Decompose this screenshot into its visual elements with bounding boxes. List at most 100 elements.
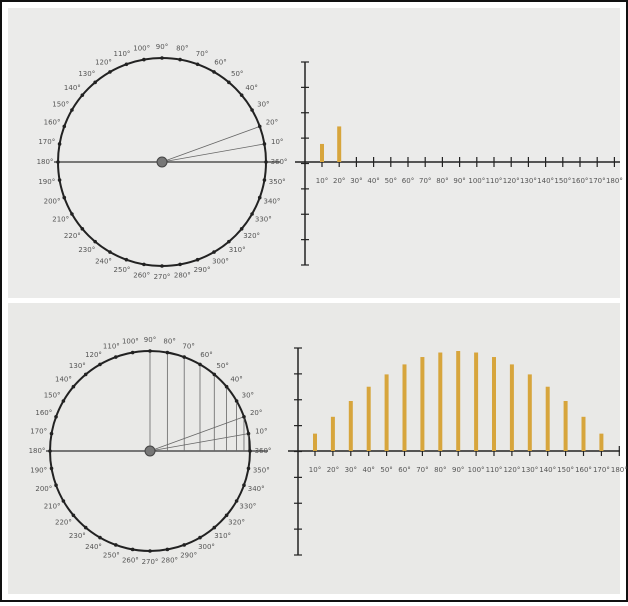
degree-dot bbox=[225, 385, 229, 389]
degree-dot bbox=[62, 499, 66, 503]
circle-label: 30° bbox=[242, 392, 254, 400]
circle-label: 270° bbox=[142, 558, 159, 566]
spaghetti-stick bbox=[564, 401, 568, 451]
circle-label: 290° bbox=[194, 266, 211, 274]
circle-label: 150° bbox=[52, 101, 69, 109]
degree-dot bbox=[84, 526, 88, 530]
degree-dot bbox=[148, 549, 152, 553]
spaghetti-stick bbox=[599, 434, 603, 451]
circle-label: 60° bbox=[200, 351, 212, 359]
degree-dot bbox=[198, 363, 202, 367]
degree-dot bbox=[56, 160, 60, 164]
x-axis-label: 40° bbox=[362, 466, 374, 474]
degree-dot bbox=[131, 548, 135, 552]
circle-label: 20° bbox=[250, 409, 262, 417]
circle-label: 10° bbox=[271, 138, 283, 146]
circle-label: 100° bbox=[122, 338, 139, 346]
x-axis-label: 50° bbox=[385, 177, 397, 185]
circle-label: 300° bbox=[212, 258, 229, 266]
degree-dot bbox=[160, 264, 164, 268]
degree-dot bbox=[263, 178, 267, 182]
degree-dot bbox=[247, 467, 251, 471]
degree-dot bbox=[48, 449, 52, 453]
degree-dot bbox=[178, 263, 182, 267]
degree-dot bbox=[240, 93, 244, 97]
circle-label: 230° bbox=[78, 246, 95, 254]
circle-label: 110° bbox=[114, 50, 131, 58]
circle-label: 240° bbox=[85, 543, 102, 551]
circle-label: 210° bbox=[44, 503, 61, 511]
degree-dot bbox=[250, 212, 254, 216]
spaghetti-stick bbox=[420, 357, 424, 451]
degree-dot bbox=[72, 385, 76, 389]
spaghetti-stick bbox=[337, 126, 341, 162]
degree-dot bbox=[212, 70, 216, 74]
x-axis-label: 120° bbox=[503, 466, 520, 474]
x-axis-label: 150° bbox=[554, 177, 571, 185]
circle-label: 300° bbox=[198, 543, 215, 551]
circle-label: 290° bbox=[180, 551, 197, 559]
degree-dot bbox=[227, 81, 231, 85]
degree-dot bbox=[54, 415, 58, 419]
degree-dot bbox=[142, 263, 146, 267]
x-axis-label: 120° bbox=[503, 177, 520, 185]
x-axis-label: 80° bbox=[434, 466, 446, 474]
circle-label: 280° bbox=[174, 271, 191, 279]
degree-dot bbox=[131, 351, 135, 355]
degree-dot bbox=[108, 250, 112, 254]
circle-label: 330° bbox=[239, 503, 256, 511]
degree-dot bbox=[142, 58, 146, 62]
circle-label: 120° bbox=[85, 351, 102, 359]
degree-dot bbox=[81, 93, 85, 97]
degree-dot bbox=[178, 58, 182, 62]
circle-label: 90° bbox=[144, 336, 156, 344]
circle-label: 360° bbox=[255, 447, 272, 455]
x-axis-label: 50° bbox=[380, 466, 392, 474]
circle-label: 170° bbox=[30, 428, 47, 436]
degree-dot bbox=[264, 160, 268, 164]
spaghetti-stick bbox=[320, 144, 324, 162]
circle-label: 30° bbox=[257, 101, 269, 109]
degree-dot bbox=[125, 258, 129, 262]
x-axis-label: 70° bbox=[416, 466, 428, 474]
circle-label: 180° bbox=[29, 447, 46, 455]
degree-dot bbox=[93, 81, 97, 85]
circle-label: 10° bbox=[255, 428, 267, 436]
circle-label: 220° bbox=[64, 232, 81, 240]
degree-dot bbox=[72, 513, 76, 517]
degree-dot bbox=[125, 62, 129, 66]
circle-label: 230° bbox=[69, 532, 86, 540]
x-axis-label: 100° bbox=[468, 177, 485, 185]
circle-label: 270° bbox=[154, 273, 171, 281]
circle-label: 70° bbox=[196, 50, 208, 58]
spaghetti-stick bbox=[367, 387, 371, 451]
photo: 10°20°30°40°50°60°70°80°90°100°110°120°1… bbox=[0, 0, 628, 602]
degree-dot bbox=[148, 349, 152, 353]
x-axis-label: 40° bbox=[367, 177, 379, 185]
degree-dot bbox=[166, 548, 170, 552]
spaghetti-stick bbox=[438, 353, 442, 451]
x-axis-label: 60° bbox=[398, 466, 410, 474]
degree-dot bbox=[263, 142, 267, 146]
x-axis-label: 130° bbox=[520, 177, 537, 185]
circle-label: 250° bbox=[114, 266, 131, 274]
circle-label: 40° bbox=[245, 84, 257, 92]
degree-dot bbox=[235, 399, 239, 403]
x-axis-label: 30° bbox=[345, 466, 357, 474]
circle-label: 90° bbox=[156, 43, 168, 51]
circle-label: 50° bbox=[216, 362, 228, 370]
degree-dot bbox=[227, 240, 231, 244]
degree-dot bbox=[258, 125, 262, 129]
degree-dot bbox=[70, 212, 74, 216]
x-axis-label: 90° bbox=[453, 177, 465, 185]
degree-dot bbox=[212, 373, 216, 377]
degree-dot bbox=[70, 108, 74, 112]
x-axis-label: 180° bbox=[611, 466, 628, 474]
circle-label: 80° bbox=[163, 338, 175, 346]
x-axis-label: 160° bbox=[575, 466, 592, 474]
x-axis-label: 80° bbox=[436, 177, 448, 185]
circle-label: 210° bbox=[52, 216, 69, 224]
x-axis-label: 110° bbox=[486, 177, 503, 185]
degree-dot bbox=[81, 227, 85, 231]
circle-label: 160° bbox=[44, 119, 61, 127]
